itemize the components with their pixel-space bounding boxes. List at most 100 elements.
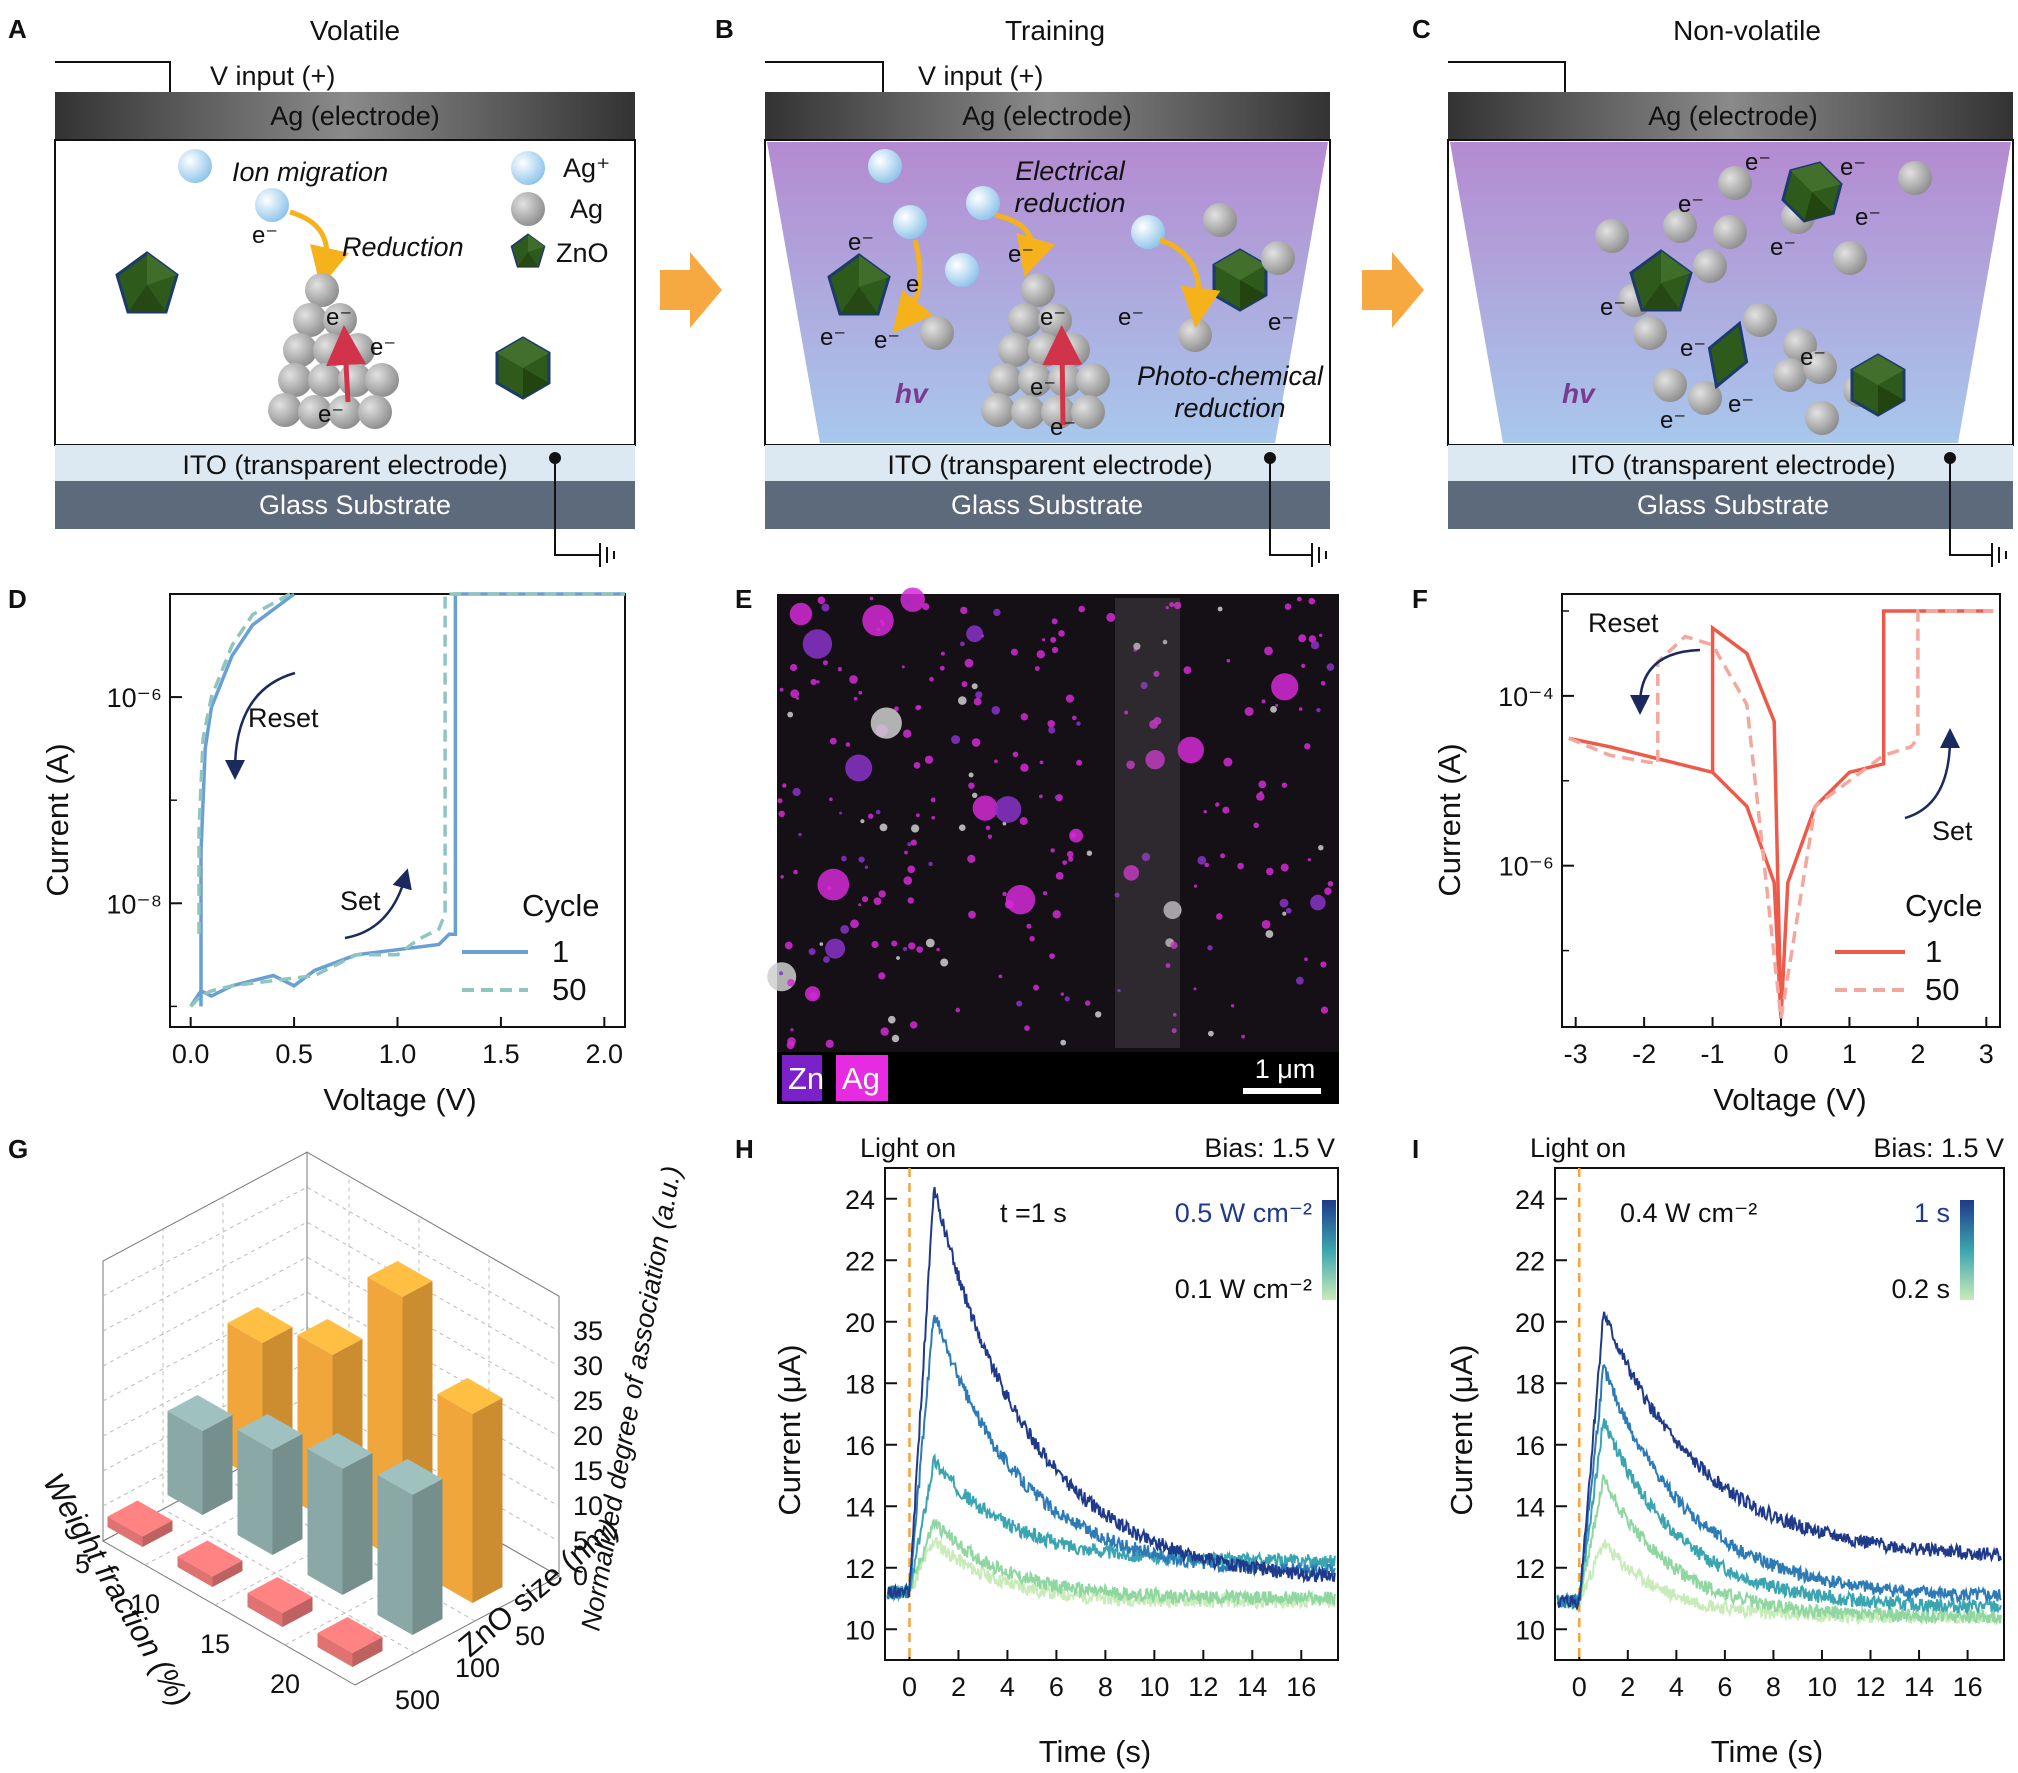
electron-label: e⁻: [370, 334, 396, 361]
x-tick-label: 2: [1620, 1672, 1635, 1702]
eds-spot: [870, 707, 902, 739]
eds-spot: [1078, 605, 1085, 613]
eds-spot: [1114, 892, 1120, 898]
x-tick-label: 1.5: [482, 1039, 520, 1069]
eds-spot: [790, 663, 798, 672]
eds-spot: [858, 690, 863, 695]
eds-spot: [839, 811, 843, 815]
eds-spot: [1069, 828, 1083, 843]
bar-front: [237, 1430, 273, 1555]
eds-spot: [1002, 821, 1007, 826]
h-ylabel: Current (μA): [772, 1344, 807, 1515]
panel-a-letter: A: [8, 14, 27, 44]
eds-spot: [972, 795, 998, 821]
eds-spot: [1047, 720, 1055, 728]
eds-spot: [1095, 1011, 1102, 1018]
eds-spot: [796, 696, 799, 700]
z-tick-label: 30: [573, 1351, 603, 1381]
x-tick-label: 6: [1049, 1672, 1064, 1702]
eds-spot: [862, 604, 894, 637]
ag-label: Ag: [842, 1061, 880, 1096]
bar-top: [317, 1617, 383, 1653]
x-tick-label: 0.0: [172, 1039, 210, 1069]
eds-spot: [1051, 646, 1059, 654]
ag-electrode: [55, 92, 635, 140]
eds-spot: [907, 865, 915, 874]
eds-spot: [1316, 707, 1321, 713]
eds-spot: [1033, 984, 1039, 991]
bar-front: [307, 1449, 343, 1595]
eds-spot: [1226, 658, 1231, 663]
eds-spot: [1153, 670, 1160, 678]
z-tick-label: 0: [573, 1561, 588, 1591]
y-tick-label: 14: [1515, 1492, 1545, 1522]
ag-ion: [1131, 215, 1165, 249]
eds-spot: [903, 876, 913, 885]
eds-spot: [829, 797, 833, 802]
eds-spot: [1280, 863, 1289, 872]
series-line: [1557, 1474, 2002, 1626]
electron-label: e⁻: [1745, 149, 1771, 176]
electron-label: e⁻: [1840, 154, 1866, 181]
eds-spot: [1020, 763, 1029, 772]
eds-spot: [959, 824, 966, 831]
scale-bar-label: 1 μm: [1255, 1054, 1316, 1084]
grid-line: [284, 1256, 490, 1646]
eds-spot: [913, 762, 921, 769]
i-colorbar: [1960, 1200, 1974, 1300]
photo-reduction-label-2: reduction: [1174, 393, 1285, 423]
eds-spot: [929, 676, 934, 682]
series-line: [1556, 1363, 2002, 1609]
y-tick-label: 20: [1515, 1308, 1545, 1338]
eds-spot: [1076, 759, 1083, 766]
reduction-arrow: [892, 239, 934, 334]
series-line: [1556, 1418, 2002, 1615]
eds-spot: [790, 689, 800, 699]
panel-b-letter: B: [715, 14, 734, 44]
ground-wire: [1269, 458, 1312, 556]
ag-ion: [893, 205, 927, 239]
x-tick-label: 16: [1953, 1672, 1983, 1702]
eds-spot: [981, 634, 985, 638]
panel-i-letter: I: [1412, 1134, 1419, 1164]
hv-label: hv: [895, 378, 929, 409]
eds-spot: [1237, 862, 1244, 870]
eds-spot: [1216, 913, 1223, 920]
eds-spot: [1123, 865, 1140, 881]
x-tick-label: 4: [1000, 1672, 1015, 1702]
weight-tick-label: 10: [130, 1589, 160, 1619]
eds-spot: [1220, 853, 1226, 859]
panel-c-title: Non-volatile: [1673, 15, 1821, 46]
eds-map: [777, 594, 1339, 1104]
eds-spot: [924, 755, 934, 764]
reset-arrow: [225, 671, 296, 780]
eds-spot: [793, 869, 798, 875]
y-tick-label: 10⁻⁴: [1498, 682, 1554, 712]
eds-spot: [1266, 867, 1274, 876]
zno-particle: [1850, 353, 1906, 417]
eds-spot: [879, 823, 888, 832]
zno-particle: [495, 336, 551, 400]
eds-spot: [906, 599, 911, 604]
panel-b: B Training V input (+) Ag (electrode) IT…: [715, 14, 1331, 567]
panel-a-title: Volatile: [310, 15, 400, 46]
eds-spot: [968, 782, 975, 789]
photo-reduction-label-1: Photo-chemical: [1137, 361, 1324, 391]
eds-spot: [787, 711, 794, 718]
eds-spot: [1124, 710, 1129, 715]
i-cbar-bottom: 0.2 s: [1891, 1274, 1950, 1304]
eds-spot: [1261, 920, 1271, 929]
eds-spot: [1036, 650, 1046, 659]
y-tick-label: 10: [1515, 1615, 1545, 1645]
eds-spot: [907, 897, 914, 904]
h-note: t =1 s: [1000, 1198, 1067, 1228]
ag-ion: [868, 149, 902, 183]
bar-top: [177, 1540, 243, 1577]
zno-particle: [1707, 320, 1749, 390]
glass-substrate: [765, 481, 1330, 529]
eds-spot: [790, 1028, 794, 1032]
eds-spot: [1271, 673, 1299, 701]
eds-spot: [1320, 681, 1326, 686]
